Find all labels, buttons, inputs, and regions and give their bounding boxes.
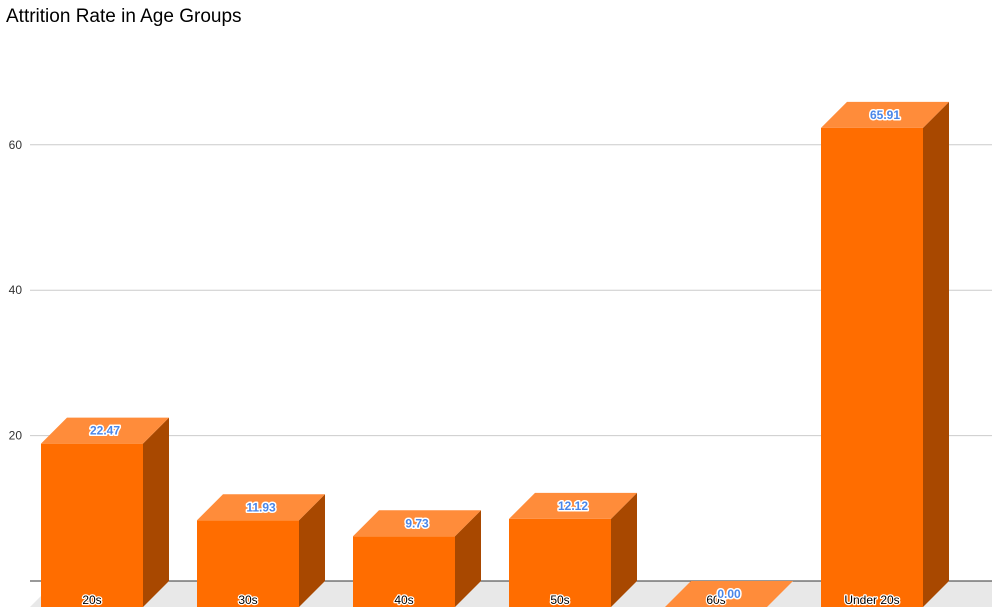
bar-top <box>665 581 793 607</box>
x-tick-label: 60s <box>706 593 725 607</box>
y-tick-label: 60 <box>9 138 23 152</box>
y-tick-label: 20 <box>9 429 23 443</box>
bar-top <box>41 417 169 444</box>
x-tick-label: 50s <box>550 593 569 607</box>
data-label: 65.91 <box>870 108 900 122</box>
data-label: 22.47 <box>90 424 120 438</box>
bar-front <box>821 127 923 608</box>
x-tick-label: 40s <box>394 593 413 607</box>
bar-top <box>821 101 949 128</box>
y-tick-label: 40 <box>9 283 23 297</box>
data-label: 9.73 <box>405 516 429 530</box>
bar-side <box>455 510 481 607</box>
bar-front <box>197 520 299 607</box>
bar-front <box>509 518 611 607</box>
x-tick-label: Under 20s <box>844 593 899 607</box>
data-label: 11.93 <box>246 500 276 514</box>
bar-top <box>353 510 481 537</box>
x-tick-label: 30s <box>238 593 257 607</box>
bar-top <box>197 494 325 521</box>
data-label: 12.12 <box>558 499 588 513</box>
bar-side <box>299 494 325 607</box>
bar-top <box>509 492 637 519</box>
bar-front <box>41 443 143 607</box>
bar-side <box>611 492 637 607</box>
bar-side <box>143 417 169 607</box>
data-label: 0.00 <box>717 587 741 601</box>
bar-side <box>923 101 949 608</box>
x-tick-label: 20s <box>82 593 101 607</box>
bar-front <box>353 536 455 607</box>
chart-title: Attrition Rate in Age Groups <box>6 6 242 27</box>
